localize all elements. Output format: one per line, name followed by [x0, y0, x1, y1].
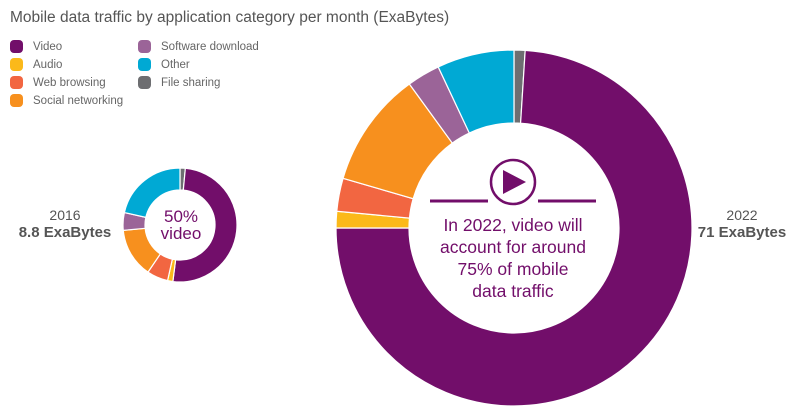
center-line: data traffic	[472, 281, 554, 301]
center-line: 75% of mobile	[457, 259, 569, 279]
center-line: video	[160, 224, 202, 243]
legend-item: Social networking	[10, 94, 123, 107]
label-2016: 2016 8.8 ExaBytes	[10, 207, 120, 241]
legend-swatch	[10, 40, 23, 53]
legend-label: Audio	[33, 58, 63, 71]
legend-swatch	[138, 40, 151, 53]
center-text-2016: 50% video	[145, 208, 217, 242]
label-2022: 2022 71 ExaBytes	[690, 207, 794, 241]
donut-2016	[122, 167, 238, 283]
play-icon	[430, 158, 596, 206]
slice-other	[437, 49, 515, 134]
total: 71 ExaBytes	[697, 224, 787, 241]
legend-item: Audio	[10, 58, 62, 71]
legend-label: Web browsing	[33, 76, 106, 89]
legend-label: Social networking	[33, 94, 124, 107]
center-line: account for around	[440, 237, 586, 257]
legend-swatch	[10, 76, 23, 89]
center-line: 50%	[163, 207, 199, 226]
slice-video	[172, 167, 238, 283]
center-line: In 2022, video will	[443, 215, 583, 235]
year: 2022	[726, 207, 758, 223]
center-text-2022: In 2022, video will account for around 7…	[408, 214, 618, 302]
legend-item: Web browsing	[10, 76, 106, 89]
legend-item: Other	[138, 58, 190, 71]
legend-item: File sharing	[138, 76, 220, 89]
legend-label: Video	[33, 40, 63, 53]
legend-item: Video	[10, 40, 62, 53]
total: 8.8 ExaBytes	[18, 224, 112, 241]
slice-other	[123, 167, 181, 219]
legend-swatch	[10, 58, 23, 71]
donut-2022	[335, 49, 693, 407]
legend-label: Software download	[161, 40, 259, 53]
legend-swatch	[10, 94, 23, 107]
legend-item: Software download	[138, 40, 259, 53]
legend-label: Other	[161, 58, 190, 71]
legend-swatch	[138, 58, 151, 71]
legend-label: File sharing	[161, 76, 221, 89]
slice-video	[335, 49, 693, 407]
year: 2016	[49, 207, 81, 223]
legend-swatch	[138, 76, 151, 89]
chart-title: Mobile data traffic by application categ…	[10, 9, 450, 26]
